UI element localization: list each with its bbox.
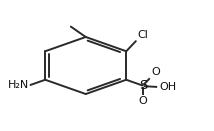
Text: S: S [139, 79, 147, 92]
Text: OH: OH [159, 82, 176, 92]
Text: O: O [138, 96, 147, 106]
Text: Cl: Cl [137, 31, 148, 40]
Text: O: O [151, 67, 160, 77]
Text: H₂N: H₂N [8, 80, 30, 90]
